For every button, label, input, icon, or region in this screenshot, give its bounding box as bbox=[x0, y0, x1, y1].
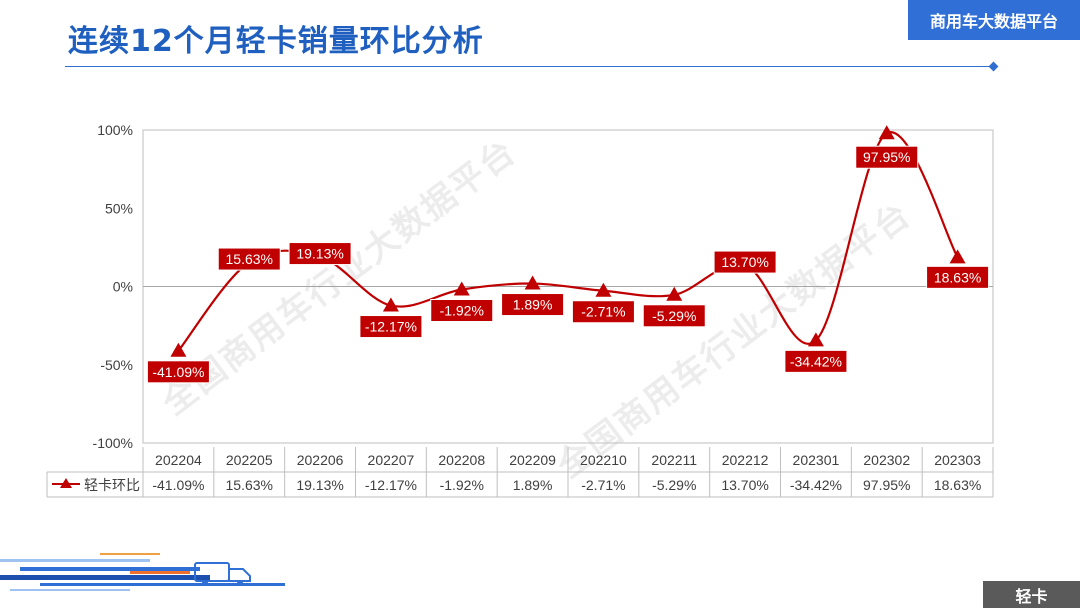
truck-logo-graphic bbox=[0, 553, 285, 591]
table-value: -1.92% bbox=[440, 477, 484, 493]
x-category-label: 202207 bbox=[368, 452, 415, 468]
y-tick-label: -50% bbox=[100, 357, 133, 373]
x-category-label: 202204 bbox=[155, 452, 202, 468]
x-category-label: 202205 bbox=[226, 452, 273, 468]
x-category-label: 202303 bbox=[934, 452, 981, 468]
data-point-marker bbox=[878, 125, 895, 140]
y-tick-label: -100% bbox=[93, 435, 133, 451]
data-point-marker bbox=[453, 281, 470, 296]
data-label-box bbox=[501, 293, 565, 317]
x-category-label: 202209 bbox=[509, 452, 556, 468]
data-label: -12.17% bbox=[365, 319, 417, 335]
data-label: 1.89% bbox=[513, 297, 553, 313]
data-point-marker bbox=[524, 275, 541, 290]
brand-badge: 商用车大数据平台 bbox=[908, 0, 1080, 40]
x-category-label: 202208 bbox=[438, 452, 485, 468]
x-category-label: 202301 bbox=[793, 452, 840, 468]
data-point-marker bbox=[666, 286, 683, 301]
table-value: 97.95% bbox=[863, 477, 910, 493]
data-point-marker bbox=[595, 282, 612, 297]
x-category-label: 202211 bbox=[651, 452, 697, 468]
series-line-layer bbox=[177, 131, 959, 352]
table-value: 18.63% bbox=[934, 477, 981, 493]
data-label: -5.29% bbox=[652, 308, 696, 324]
legend-series-name: 轻卡环比 bbox=[84, 477, 140, 493]
data-label: -2.71% bbox=[581, 304, 625, 320]
data-point-marker bbox=[949, 249, 966, 264]
table-value: -12.17% bbox=[365, 477, 417, 493]
table-value: 13.70% bbox=[721, 477, 768, 493]
data-label: 18.63% bbox=[934, 269, 981, 285]
data-label-box bbox=[642, 304, 706, 328]
data-label-box bbox=[217, 247, 281, 271]
data-label-box bbox=[784, 349, 848, 373]
data-label-box bbox=[430, 299, 494, 323]
series-line bbox=[177, 131, 959, 352]
data-label: 13.70% bbox=[721, 254, 768, 270]
y-tick-label: 100% bbox=[97, 122, 133, 138]
x-category-label: 202210 bbox=[580, 452, 627, 468]
data-label-box bbox=[146, 360, 210, 384]
table-value: -41.09% bbox=[152, 477, 204, 493]
x-category-label: 202212 bbox=[722, 452, 769, 468]
x-category-label: 202206 bbox=[297, 452, 344, 468]
data-label-box bbox=[571, 300, 635, 324]
title-underline bbox=[65, 66, 995, 67]
legend-marker bbox=[60, 478, 72, 488]
category-badge: 轻卡 bbox=[983, 581, 1080, 608]
data-label: -34.42% bbox=[790, 353, 842, 369]
page-title: 连续12个月轻卡销量环比分析 bbox=[68, 24, 484, 59]
data-label-box bbox=[713, 250, 777, 274]
series-markers bbox=[170, 125, 966, 357]
x-category-label: 202302 bbox=[863, 452, 910, 468]
data-label-box bbox=[359, 315, 423, 339]
data-point-marker bbox=[382, 297, 399, 312]
table-value: -5.29% bbox=[652, 477, 696, 493]
data-label-box bbox=[288, 242, 352, 266]
data-point-marker bbox=[170, 342, 187, 357]
table-value: -34.42% bbox=[790, 477, 842, 493]
data-label: 19.13% bbox=[296, 246, 343, 262]
y-tick-label: 50% bbox=[105, 200, 133, 216]
data-table: 202204 -41.09% 202205 15.63% 202206 19.13% 202… bbox=[46, 447, 994, 498]
data-label: -1.92% bbox=[440, 303, 484, 319]
table-value: 15.63% bbox=[226, 477, 273, 493]
y-tick-label: 0% bbox=[113, 279, 133, 295]
data-label: 97.95% bbox=[863, 149, 910, 165]
data-label-box bbox=[855, 145, 919, 169]
table-value: 1.89% bbox=[513, 477, 553, 493]
y-axis-ticks: 100% 50% 0% -50% -100% bbox=[93, 122, 133, 451]
table-value: 19.13% bbox=[296, 477, 343, 493]
data-label: 15.63% bbox=[226, 251, 273, 267]
data-labels: -41.09% 15.63% 19.13% -12.17% -1.92% 1.89% -2.… bbox=[146, 145, 990, 384]
data-point-marker bbox=[807, 332, 824, 347]
data-label: -41.09% bbox=[152, 364, 204, 380]
table-value: -2.71% bbox=[581, 477, 625, 493]
data-label-box bbox=[926, 265, 990, 289]
